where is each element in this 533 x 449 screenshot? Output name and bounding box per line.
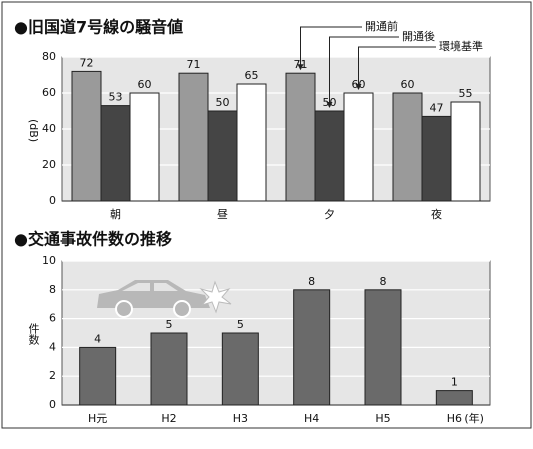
value-label: 55 (459, 87, 473, 100)
car-wheel (115, 300, 133, 318)
x-axis-label: (年) (464, 411, 484, 425)
y-tick-label: 0 (49, 194, 56, 207)
value-label: 60 (138, 78, 152, 91)
y-tick-label: 8 (49, 283, 56, 296)
y-tick-label: 40 (42, 122, 56, 135)
legend-leader (329, 36, 399, 104)
bar (392, 92, 423, 202)
x-tick-label: 昼 (217, 208, 228, 221)
bar (79, 346, 117, 406)
legend-leader (300, 26, 362, 67)
value-label: 5 (166, 318, 173, 331)
bar (435, 390, 473, 406)
bar (150, 332, 188, 406)
legend-arrow (297, 64, 304, 71)
y-tick-label: 0 (49, 398, 56, 411)
x-tick-label: 夕 (324, 208, 335, 221)
value-label: 8 (308, 275, 315, 288)
x-tick-label: 朝 (110, 208, 121, 221)
y-tick-label: 6 (49, 312, 56, 325)
car-wheel (173, 300, 191, 318)
legend-label: 環境基準 (439, 39, 483, 53)
bar (178, 72, 209, 202)
plot-area (61, 260, 491, 406)
y-tick-label: 4 (49, 340, 56, 353)
x-tick-label: H6 (447, 412, 462, 425)
y-tick-label: 80 (42, 50, 56, 63)
bar (421, 115, 452, 202)
value-label: 4 (94, 332, 101, 345)
bar (71, 70, 102, 202)
car-window (122, 283, 178, 291)
y-axis-label: 件数 (27, 323, 40, 346)
value-label: 47 (430, 101, 444, 114)
bar (236, 83, 267, 202)
bar (450, 101, 481, 202)
y-tick-label: 60 (42, 86, 56, 99)
bar (314, 110, 345, 202)
legend-label: 開通後 (402, 29, 435, 43)
value-label: 72 (80, 56, 94, 69)
chart-title: ●交通事故件数の推移 (14, 230, 172, 249)
x-tick-label: H4 (304, 412, 319, 425)
y-tick-label: 10 (42, 254, 56, 267)
bar (129, 92, 160, 202)
y-axis-label: (dB) (27, 119, 40, 142)
car-icon (97, 280, 232, 318)
x-tick-label: 夜 (431, 207, 442, 221)
legend-arrow (355, 84, 362, 90)
legend-arrow (326, 102, 333, 108)
value-label: 53 (109, 91, 123, 104)
x-tick-label: H元 (88, 412, 107, 425)
bar (221, 332, 259, 406)
value-label: 60 (401, 78, 415, 91)
chart-title: ●旧国道7号線の騒音値 (14, 18, 183, 37)
legend-leader (358, 46, 436, 86)
value-label: 65 (245, 69, 259, 82)
value-label: 8 (380, 275, 387, 288)
bar (285, 72, 316, 202)
x-tick-label: H5 (375, 412, 390, 425)
value-label: 71 (187, 58, 201, 71)
value-label: 50 (216, 96, 230, 109)
bar (293, 289, 331, 406)
bar (343, 92, 374, 202)
bar (207, 110, 238, 202)
bar (364, 289, 402, 406)
x-tick-label: H2 (161, 412, 176, 425)
x-tick-label: H3 (233, 412, 248, 425)
legend-label: 開通前 (365, 19, 398, 33)
y-tick-label: 2 (49, 369, 56, 382)
value-label: 5 (237, 318, 244, 331)
bar (100, 105, 131, 202)
crash-star (199, 280, 232, 314)
y-tick-label: 20 (42, 158, 56, 171)
value-label: 1 (451, 376, 458, 389)
